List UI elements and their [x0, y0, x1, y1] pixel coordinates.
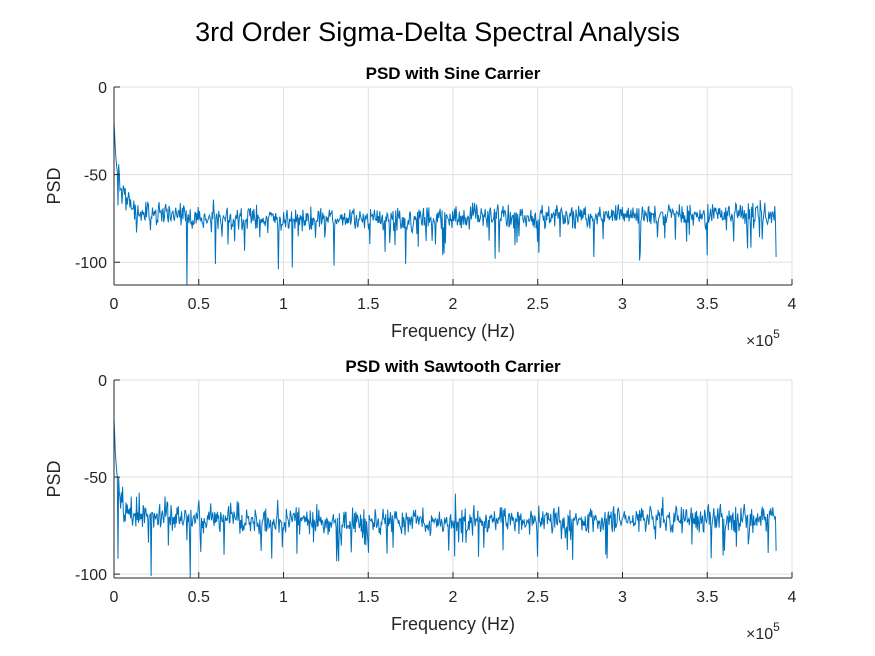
x-tick-label: 0 — [110, 296, 119, 313]
y-tick-label: -100 — [75, 567, 107, 584]
x-tick-label: 0.5 — [188, 589, 210, 606]
x-tick-label: 2 — [449, 296, 458, 313]
axes-2: 0 0.5 1 1.5 2 2.5 3 3.5 4 0 -50 -100 PSD with Sawtoo… — [44, 357, 797, 643]
x-axis-label: Frequency (Hz) — [391, 321, 515, 341]
y-axis-label: PSD — [44, 167, 64, 204]
x-exponent-base: ×10 — [746, 333, 773, 350]
x-exponent-power: 5 — [773, 620, 780, 634]
axes-1: 0 0.5 1 1.5 2 2.5 3 3.5 4 0 -50 -100 PSD with Sine C… — [44, 64, 797, 350]
psd-series-line — [114, 418, 777, 578]
y-axis-label: PSD — [44, 460, 64, 497]
x-tick-label: 2.5 — [527, 296, 549, 313]
x-axis-label: Frequency (Hz) — [391, 614, 515, 634]
x-tick-label: 3.5 — [696, 589, 718, 606]
x-tick-label: 3.5 — [696, 296, 718, 313]
x-tick-label: 3 — [618, 589, 627, 606]
x-tick-label: 3 — [618, 296, 627, 313]
x-tick-label: 1 — [279, 296, 288, 313]
axes-title: PSD with Sawtooth Carrier — [345, 357, 561, 376]
y-tick-label: -50 — [84, 470, 107, 487]
x-exponent-power: 5 — [773, 327, 780, 341]
axes-title: PSD with Sine Carrier — [366, 64, 541, 83]
axes-layer: 0 0.5 1 1.5 2 2.5 3 3.5 4 0 -50 -100 PSD with Sine C… — [44, 64, 797, 643]
x-tick-label: 0 — [110, 589, 119, 606]
y-tick-label: -50 — [84, 168, 107, 185]
x-exponent-label: ×105 — [746, 327, 780, 350]
x-tick-label: 2 — [449, 589, 458, 606]
y-tick-label: -100 — [75, 255, 107, 272]
x-tick-label: 1.5 — [357, 589, 379, 606]
y-tick-label: 0 — [98, 373, 107, 390]
x-tick-label: 1.5 — [357, 296, 379, 313]
x-tick-label: 2.5 — [527, 589, 549, 606]
x-tick-label: 4 — [788, 296, 797, 313]
x-tick-label: 1 — [279, 589, 288, 606]
figure-title: 3rd Order Sigma-Delta Spectral Analysis — [195, 17, 680, 47]
x-tick-label: 0.5 — [188, 296, 210, 313]
x-exponent-base: ×10 — [746, 626, 773, 643]
x-exponent-label: ×105 — [746, 620, 780, 643]
psd-series-line — [114, 122, 777, 285]
y-tick-label: 0 — [98, 80, 107, 97]
x-tick-label: 4 — [788, 589, 797, 606]
